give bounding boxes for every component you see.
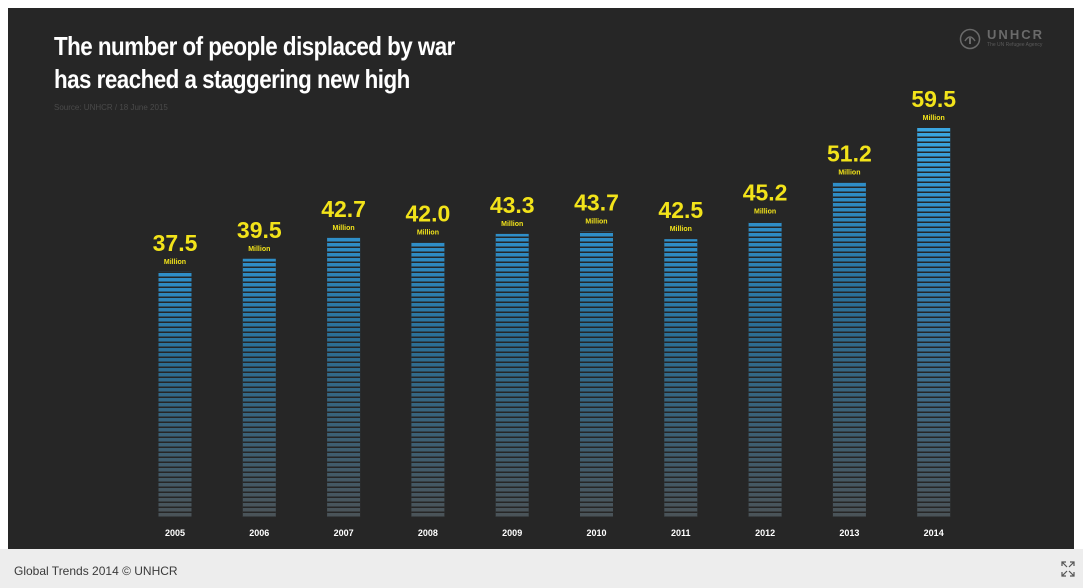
bar-stripes xyxy=(664,239,698,517)
value-label: 42.0 xyxy=(406,200,451,226)
x-tick-label: 2010 xyxy=(586,528,606,538)
bar-group: 45.2 Million 2012 xyxy=(743,179,788,538)
bar-stripes xyxy=(580,231,613,517)
value-label: 42.7 xyxy=(321,196,366,222)
bar-group: 39.5 Million 2006 xyxy=(237,217,282,538)
value-label: 45.2 xyxy=(743,179,788,205)
x-tick-label: 2008 xyxy=(418,528,438,538)
chart-panel: The number of people displaced by war ha… xyxy=(8,8,1074,549)
unit-label: Million xyxy=(923,115,945,122)
chart-source: Source: UNHCR / 18 June 2015 xyxy=(54,103,168,112)
unhcr-logo: UNHCR The UN Refugee Agency xyxy=(959,28,1044,50)
unit-label: Million xyxy=(754,208,776,215)
x-tick-label: 2014 xyxy=(924,528,944,538)
footer-bar: Global Trends 2014 © UNHCR xyxy=(0,549,1083,588)
bar-group: 51.2 Million 2013 xyxy=(827,140,872,538)
unit-label: Million xyxy=(670,226,692,233)
bar-group: 42.5 Million 2011 xyxy=(658,197,703,538)
bar-stripes xyxy=(832,182,866,518)
logo-text: UNHCR The UN Refugee Agency xyxy=(987,28,1044,49)
chart-title: The number of people displaced by war ha… xyxy=(54,30,455,96)
unit-label: Million xyxy=(248,246,270,253)
bar-group: 43.7 Million 2010 xyxy=(574,189,619,538)
logo-name: UNHCR xyxy=(987,27,1044,42)
bar-stripes xyxy=(158,271,192,517)
bar-stripes xyxy=(327,237,361,517)
x-tick-label: 2009 xyxy=(502,528,522,538)
logo-tagline: The UN Refugee Agency xyxy=(987,42,1043,48)
x-tick-label: 2013 xyxy=(839,528,859,538)
chart-title-line-1: The number of people displaced by war xyxy=(54,31,455,61)
bar-chart: 37.5 Million 2005 39.5 Million 2006 42.7 Millio… xyxy=(153,86,957,538)
unit-label: Million xyxy=(164,259,186,266)
x-tick-label: 2006 xyxy=(249,528,269,538)
bar-stripes xyxy=(411,242,445,518)
bar-group: 59.5 Million 2014 xyxy=(911,86,956,538)
value-label: 43.3 xyxy=(490,192,535,218)
chart-title-line-2: has reached a staggering new high xyxy=(54,64,410,94)
value-label: 42.5 xyxy=(658,197,703,223)
bar-stripes xyxy=(917,128,951,517)
unit-label: Million xyxy=(501,221,523,228)
footer-caption: Global Trends 2014 © UNHCR xyxy=(14,564,178,578)
value-label: 43.7 xyxy=(574,189,619,215)
expand-icon[interactable] xyxy=(1059,559,1077,579)
x-tick-label: 2011 xyxy=(671,528,691,538)
bar-stripes xyxy=(495,233,529,517)
unit-label: Million xyxy=(838,169,860,176)
bar-group: 42.0 Million 2008 xyxy=(406,200,451,538)
bar-group: 37.5 Million 2005 xyxy=(153,230,198,538)
value-label: 37.5 xyxy=(153,230,198,256)
bar-group: 43.3 Million 2009 xyxy=(490,192,535,538)
unhcr-emblem-icon xyxy=(959,28,981,50)
bar-stripes xyxy=(242,258,276,517)
x-tick-label: 2012 xyxy=(755,528,775,538)
value-label: 39.5 xyxy=(237,217,282,243)
unit-label: Million xyxy=(585,218,607,225)
bar-group: 42.7 Million 2007 xyxy=(321,196,366,538)
unit-label: Million xyxy=(417,229,439,236)
unit-label: Million xyxy=(333,225,355,232)
value-label: 59.5 xyxy=(911,86,956,112)
bar-stripes xyxy=(748,221,782,517)
x-tick-label: 2007 xyxy=(334,528,354,538)
x-tick-label: 2005 xyxy=(165,528,185,538)
value-label: 51.2 xyxy=(827,140,872,166)
